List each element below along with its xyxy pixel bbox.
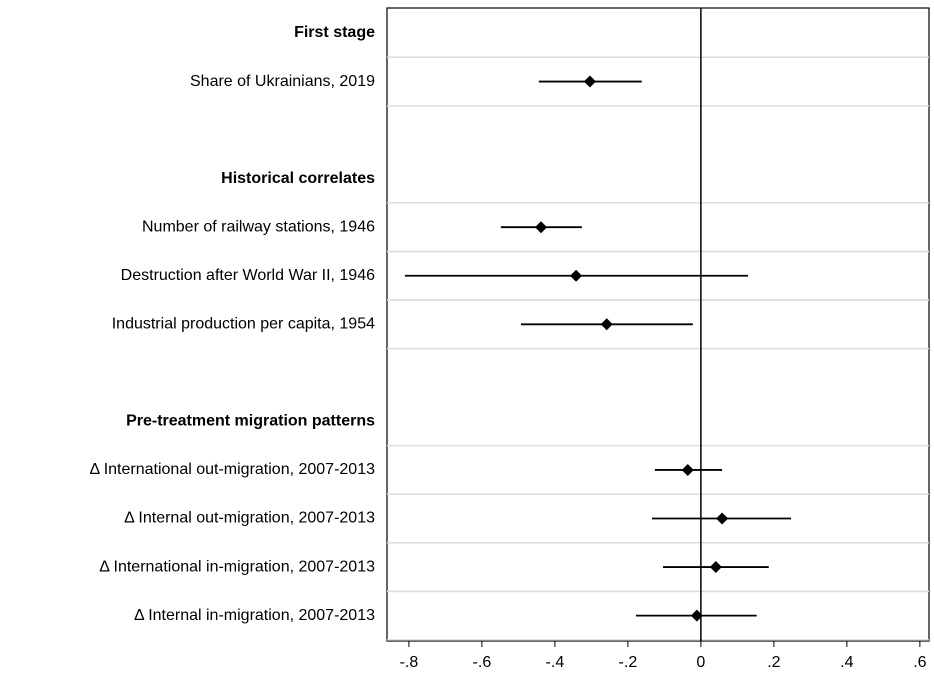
group-title: Historical correlates [221, 170, 375, 187]
point-estimate [716, 512, 729, 525]
row-label: Industrial production per capita, 1954 [112, 316, 375, 333]
point-estimate [709, 561, 722, 574]
x-tick-label: -.4 [546, 654, 565, 671]
point-estimate [690, 609, 703, 622]
x-tick-label: -.2 [619, 654, 638, 671]
row-label: Number of railway stations, 1946 [142, 218, 375, 235]
row-label: Δ Internal in-migration, 2007-2013 [134, 607, 375, 624]
point-estimate [600, 318, 613, 331]
row-label: Destruction after World War II, 1946 [121, 267, 375, 284]
x-tick-label: .4 [840, 654, 853, 671]
point-estimate [535, 221, 548, 234]
group-title: First stage [294, 24, 375, 41]
x-tick-label: .6 [913, 654, 926, 671]
x-tick-label: -.8 [400, 654, 419, 671]
point-estimate [583, 75, 596, 88]
point-estimate [570, 269, 583, 282]
x-tick-label: -.6 [473, 654, 492, 671]
x-tick-label: 0 [696, 654, 705, 671]
row-label: Δ Internal out-migration, 2007-2013 [124, 510, 375, 527]
x-tick-label: .2 [767, 654, 780, 671]
row-label: Share of Ukrainians, 2019 [190, 73, 375, 90]
row-label: Δ International in-migration, 2007-2013 [99, 558, 375, 575]
point-estimate [681, 463, 694, 476]
row-label: Δ International out-migration, 2007-2013 [89, 461, 375, 478]
group-title: Pre-treatment migration patterns [126, 413, 375, 430]
